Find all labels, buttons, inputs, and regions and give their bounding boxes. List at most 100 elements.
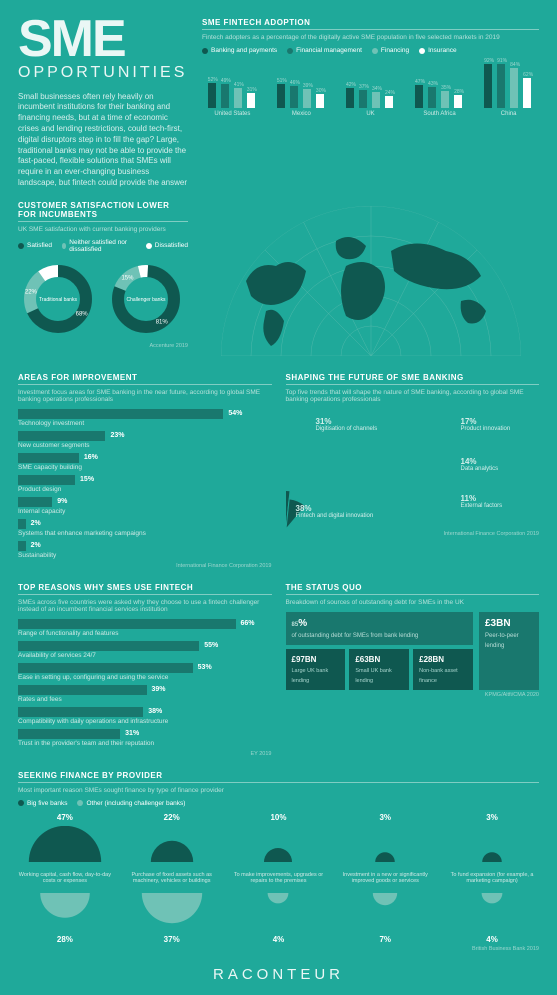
- imp-sub: Investment focus areas for SME banking i…: [18, 389, 272, 403]
- hbar-top: 16%: [18, 453, 272, 463]
- bar: [523, 78, 531, 108]
- seek-column: 3% To fund expansion (for example, a mar…: [445, 813, 539, 944]
- row-3: AREAS FOR IMPROVEMENT Investment focus a…: [18, 373, 539, 583]
- market-label: UK: [340, 111, 401, 117]
- status-side-val: £3BN: [485, 618, 533, 629]
- bar-value: 35%: [441, 85, 451, 91]
- hbar-fill: [18, 729, 120, 739]
- status-main: 85% of outstanding debt for SMEs from ba…: [286, 612, 474, 690]
- bar-value: 92%: [484, 58, 494, 64]
- legend-label: Other (including challenger banks): [86, 800, 185, 807]
- seek-bot-arc: [345, 893, 425, 929]
- hbar-label: Ease in setting up, configuring and usin…: [18, 674, 272, 681]
- hbar-fill: [18, 541, 26, 551]
- seek-sub: Most important reason SMEs sought financ…: [18, 787, 539, 794]
- hbar-top: 39%: [18, 685, 272, 695]
- bar-value: 84%: [510, 62, 520, 68]
- bar: [385, 96, 393, 108]
- seek-bot-pct: 37%: [125, 935, 219, 944]
- legend-label: Dissatisfied: [155, 242, 188, 249]
- seek-label: Purchase of fixed assets such as machine…: [125, 872, 219, 885]
- svg-text:5%: 5%: [139, 268, 148, 274]
- market-column: 52%49%41%31%United States: [202, 60, 263, 117]
- bar-wrap: 39%: [303, 83, 313, 108]
- legend-dot: [287, 48, 293, 54]
- bar-value: 51%: [277, 78, 287, 84]
- status-section: THE STATUS QUO Breakdown of sources of o…: [286, 583, 540, 757]
- rsn-title: TOP REASONS WHY SMES USE FINTECH: [18, 583, 272, 595]
- status-side-box: £3BN Peer-to-peer lending: [479, 612, 539, 690]
- donut-charts: 68%22%10%Traditional banks81%15%5%Challe…: [18, 259, 188, 341]
- bar: [359, 90, 367, 108]
- bar: [208, 83, 216, 108]
- seek-bot-pct: 7%: [338, 935, 432, 944]
- hbar-label: Compatibility with daily operations and …: [18, 718, 272, 725]
- globe-map: [202, 201, 539, 361]
- bar-wrap: 28%: [454, 89, 464, 108]
- fan-pct: 31%: [316, 417, 378, 426]
- shp-src: International Finance Corporation 2019: [286, 531, 540, 537]
- legend-item: Financing: [372, 47, 409, 54]
- satisfaction-section: CUSTOMER SATISFACTION LOWER FOR INCUMBEN…: [18, 201, 188, 361]
- infographic-page: SME OPPORTUNITIES Small businesses often…: [0, 0, 557, 995]
- legend-item: Neither satisfied nor dissatisfied: [62, 239, 136, 253]
- hbar-fill: [18, 663, 193, 673]
- fan-text: Data analytics: [461, 466, 499, 472]
- hbar-label: Product design: [18, 486, 272, 493]
- bar-wrap: 47%: [415, 79, 425, 108]
- hbar-label: Trust in the provider's team and their r…: [18, 740, 272, 747]
- seek-top-pct: 22%: [125, 813, 219, 822]
- bar-value: 52%: [208, 77, 218, 83]
- fan-pct: 38%: [296, 504, 374, 513]
- row-2: CUSTOMER SATISFACTION LOWER FOR INCUMBEN…: [18, 201, 539, 361]
- svg-text:15%: 15%: [121, 275, 134, 281]
- status-box-val: £97BN: [292, 655, 340, 664]
- status-box-val: £63BN: [355, 655, 403, 664]
- seeking-section: SEEKING FINANCE BY PROVIDER Most importa…: [18, 771, 539, 952]
- bar: [290, 86, 298, 108]
- hbar-label: Internal capacity: [18, 508, 272, 515]
- hbar-pct: 23%: [110, 432, 124, 439]
- legend-dot: [202, 48, 208, 54]
- reasons-bars: 66%Range of functionality and features55…: [18, 619, 272, 747]
- bar-wrap: 42%: [346, 82, 356, 108]
- seek-column: 10% To make improvements, upgrades or re…: [232, 813, 326, 944]
- fan-pct: 11%: [461, 494, 503, 503]
- hbar-pct: 2%: [31, 542, 41, 549]
- hbar-row: 2%Systems that enhance marketing campaig…: [18, 519, 272, 537]
- legend-label: Neither satisfied nor dissatisfied: [69, 239, 135, 253]
- hbar-row: 39%Rates and fees: [18, 685, 272, 703]
- hbar-fill: [18, 475, 75, 485]
- legend-dot: [62, 243, 66, 249]
- legend-dot: [18, 243, 24, 249]
- hbar-top: 2%: [18, 541, 272, 551]
- hbar-pct: 31%: [125, 730, 139, 737]
- seek-legend: Big five banksOther (including challenge…: [18, 800, 539, 807]
- sat-sub: UK SME satisfaction with current banking…: [18, 226, 188, 233]
- fan-pct: 14%: [461, 457, 499, 466]
- bar-value: 30%: [316, 88, 326, 94]
- bar-wrap: 35%: [441, 85, 451, 108]
- fan-chart: 38%Fintech and digital innovation31%Digi…: [286, 409, 540, 529]
- hbar-top: 31%: [18, 729, 272, 739]
- bar-wrap: 30%: [316, 88, 326, 108]
- bar: [441, 91, 449, 108]
- sat-legend: Satisfied Neither satisfied nor dissatisf…: [18, 239, 188, 253]
- bar-wrap: 92%: [484, 58, 494, 108]
- shp-sub: Top five trends that will shape the natu…: [286, 389, 540, 403]
- legend-item: Insurance: [419, 47, 457, 54]
- legend-label: Satisfied: [27, 242, 52, 249]
- footer-brand: RACONTEUR: [18, 966, 539, 983]
- market-column: 51%46%39%30%Mexico: [271, 60, 332, 117]
- market-label: China: [478, 111, 539, 117]
- fintech-adoption-section: SME FINTECH ADOPTION Fintech adopters as…: [202, 18, 539, 189]
- svg-text:22%: 22%: [25, 289, 38, 295]
- hbar-fill: [18, 619, 236, 629]
- subtitle: OPPORTUNITIES: [18, 64, 188, 82]
- bar: [510, 68, 518, 108]
- seek-column: 22% Purchase of fixed assets such as mac…: [125, 813, 219, 944]
- stq-sub: Breakdown of sources of outstanding debt…: [286, 599, 540, 606]
- bar-value: 46%: [290, 80, 300, 86]
- hbar-row: 53%Ease in setting up, configuring and u…: [18, 663, 272, 681]
- hbar-fill: [18, 453, 79, 463]
